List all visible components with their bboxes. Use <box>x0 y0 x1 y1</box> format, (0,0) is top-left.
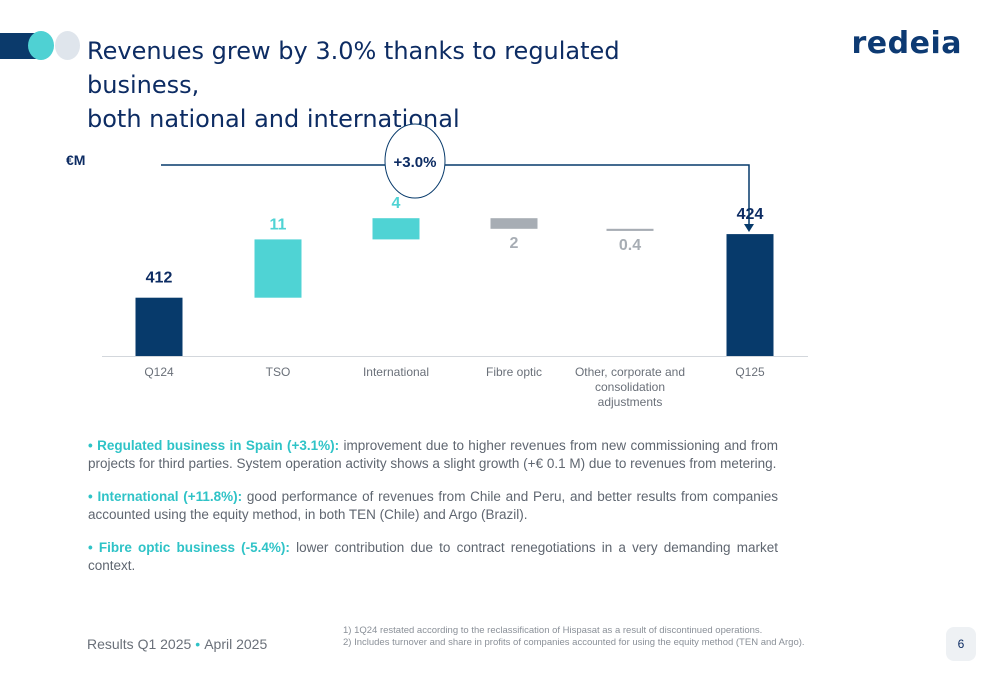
slide-title: Revenues grew by 3.0% thanks to regulate… <box>87 34 727 136</box>
waterfall-bar-other <box>606 228 654 231</box>
footnotes: 1) 1Q24 restated according to the reclas… <box>343 625 805 649</box>
growth-line-right <box>444 164 750 226</box>
category-label: Fibre optic <box>486 365 542 379</box>
data-label: 424 <box>737 206 764 223</box>
footer-separator: • <box>195 636 201 652</box>
redeia-logo: redeia <box>851 26 962 61</box>
waterfall-bar-tso <box>254 239 302 298</box>
footer-date: April 2025 <box>204 636 268 652</box>
footer-results-label: Results Q1 2025 • April 2025 <box>87 636 267 652</box>
bullet-international: • International (+11.8%): good performan… <box>88 488 778 524</box>
category-label: Other, corporate and <box>575 365 685 379</box>
bullet-text: lower contribution due to contract reneg… <box>88 540 778 573</box>
data-label: 4 <box>392 195 401 212</box>
category-label: consolidation <box>595 380 665 394</box>
growth-percentage-label: +3.0% <box>394 154 437 171</box>
header-accent-dot-teal <box>28 31 54 60</box>
category-label: Q124 <box>144 365 174 379</box>
bullet-lead: • Regulated business in Spain (+3.1%): <box>88 438 340 453</box>
chart-unit-label: €M <box>66 152 86 168</box>
bullet-fibre-optic: • Fibre optic business (-5.4%): lower co… <box>88 539 778 575</box>
growth-circle <box>384 123 446 199</box>
category-label: International <box>363 365 429 379</box>
footer-results-title: Results Q1 2025 <box>87 636 192 652</box>
waterfall-bar-q124 <box>135 297 183 356</box>
slide-title-line-2: both national and international <box>87 105 460 133</box>
header-accent-dot-grey <box>55 31 80 60</box>
waterfall-bar-q125 <box>726 234 774 356</box>
growth-arrow-head <box>744 224 754 232</box>
revenue-waterfall-chart: 412 Q124 11 TSO 4 International 2 Fibre optic 0.… <box>102 123 808 409</box>
data-label: 0.4 <box>619 237 641 254</box>
category-label: adjustments <box>598 395 663 409</box>
waterfall-bar-international <box>372 218 420 240</box>
page-number: 6 <box>946 627 976 661</box>
data-label: 412 <box>146 270 173 287</box>
bullet-text: improvement due to higher revenues from … <box>88 438 779 471</box>
bullet-text: good performance of revenues from Chile … <box>88 489 778 522</box>
footnote-1: 1) 1Q24 restated according to the reclas… <box>343 625 763 636</box>
waterfall-bar-fibre-optic <box>490 218 538 229</box>
bullet-lead: • International (+11.8%): <box>88 489 243 504</box>
slide-title-line-1: Revenues grew by 3.0% thanks to regulate… <box>87 37 620 99</box>
category-label: TSO <box>266 365 291 379</box>
commentary-list: • Regulated business in Spain (+3.1%): i… <box>88 437 778 590</box>
data-label: 11 <box>270 216 287 233</box>
bullet-regulated-spain: • Regulated business in Spain (+3.1%): i… <box>88 437 778 473</box>
footnote-2: 2) Includes turnover and share in profit… <box>343 637 805 648</box>
category-label: Q125 <box>735 365 765 379</box>
bullet-lead: • Fibre optic business (-5.4%): <box>88 540 290 555</box>
data-label: 2 <box>510 235 519 252</box>
